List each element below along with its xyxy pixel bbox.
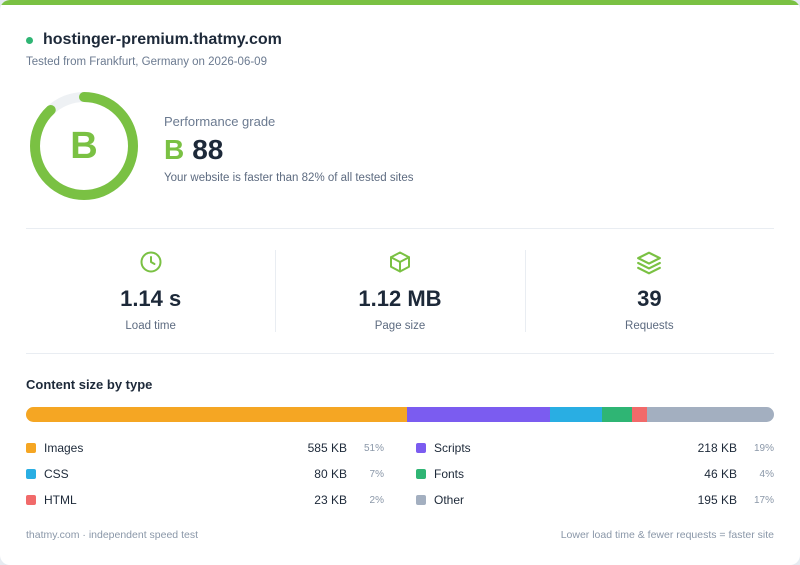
legend-type-percent: 51%: [363, 442, 384, 454]
accent-bar: [0, 0, 800, 5]
load-time-label: Load time: [125, 320, 176, 332]
legend-swatch: [416, 443, 426, 453]
legend-swatch: [416, 495, 426, 505]
legend-type-size: 80 KB: [314, 467, 347, 481]
legend-type-size: 46 KB: [704, 467, 737, 481]
clock-icon: [139, 250, 163, 276]
box-icon: [388, 250, 412, 276]
page-size-value: 1.12 MB: [358, 286, 442, 311]
size-segment-scripts: [407, 407, 550, 422]
size-segment-other: [646, 407, 774, 422]
gauge-ring: [30, 92, 138, 200]
legend-swatch: [26, 469, 36, 479]
load-time-value: 1.14 s: [120, 286, 182, 311]
size-segment-fonts: [601, 407, 632, 422]
site-domain[interactable]: hostinger-premium.thatmy.com: [43, 31, 282, 48]
legend-type-size: 23 KB: [314, 493, 347, 507]
legend-type-percent: 17%: [753, 494, 774, 506]
site-header: hostinger-premium.thatmy.com: [26, 31, 282, 49]
size-segment-images: [26, 407, 408, 422]
layers-icon: [636, 250, 662, 276]
grade-row: B 88: [164, 134, 223, 166]
legend-type-name: HTML: [44, 493, 77, 507]
legend-type-name: Images: [44, 441, 84, 455]
legend-type-size: 585 KB: [307, 441, 347, 455]
legend-type-name: Scripts: [434, 441, 471, 455]
legend-type-name: Fonts: [434, 467, 465, 481]
legend-type-size: 218 KB: [697, 441, 737, 455]
grade-letter: B: [164, 134, 185, 165]
grade-gauge: B: [28, 90, 140, 202]
legend-item-images: Images 585 KB 51%: [26, 440, 386, 456]
footer-brand: thatmy.com · independent speed test: [26, 529, 198, 541]
footer-hint: Lower load time & fewer requests = faste…: [560, 529, 774, 541]
grade-label: Performance grade: [164, 114, 276, 129]
legend-swatch: [26, 443, 36, 453]
legend-type-size: 195 KB: [697, 493, 737, 507]
test-location: Tested from Frankfurt, Germany on 2026-0…: [26, 56, 267, 68]
size-segment-css: [549, 407, 602, 422]
content-size-title: Content size by type: [26, 377, 153, 392]
legend-type-name: Other: [434, 493, 465, 507]
legend-type-name: CSS: [44, 467, 69, 481]
metric-requests: 39 Requests: [524, 240, 774, 340]
metric-page-size: 1.12 MB Page size: [275, 240, 524, 340]
page-size-label: Page size: [374, 320, 426, 332]
legend-item-other: Other 195 KB 17%: [416, 492, 776, 508]
legend-swatch: [26, 495, 36, 505]
gauge-progress-arc: [30, 92, 138, 200]
requests-label: Requests: [625, 320, 674, 332]
legend-swatch: [416, 469, 426, 479]
legend-item-scripts: Scripts 218 KB 19%: [416, 440, 776, 456]
legend-item-css: CSS 80 KB 7%: [26, 466, 386, 482]
legend-item-fonts: Fonts 46 KB 4%: [416, 466, 776, 482]
gauge-grade-letter: B: [70, 124, 98, 167]
divider: [26, 228, 774, 229]
status-dot: [26, 36, 33, 44]
legend-item-html: HTML 23 KB 2%: [26, 492, 386, 508]
legend-type-percent: 2%: [369, 494, 384, 506]
requests-value: 39: [637, 286, 662, 311]
grade-score: 88: [192, 134, 224, 165]
grade-note: Your website is faster than 82% of all t…: [164, 172, 414, 184]
legend-type-percent: 4%: [759, 468, 774, 480]
legend-type-percent: 7%: [369, 468, 384, 480]
metrics-row: 1.14 s Load time 1.12 MB Page size: [26, 240, 774, 340]
legend-type-percent: 19%: [753, 442, 774, 454]
divider: [26, 353, 774, 354]
size-segment-html: [631, 407, 647, 422]
content-size-bar: [26, 407, 774, 422]
metric-load-time: 1.14 s Load time: [26, 240, 275, 340]
